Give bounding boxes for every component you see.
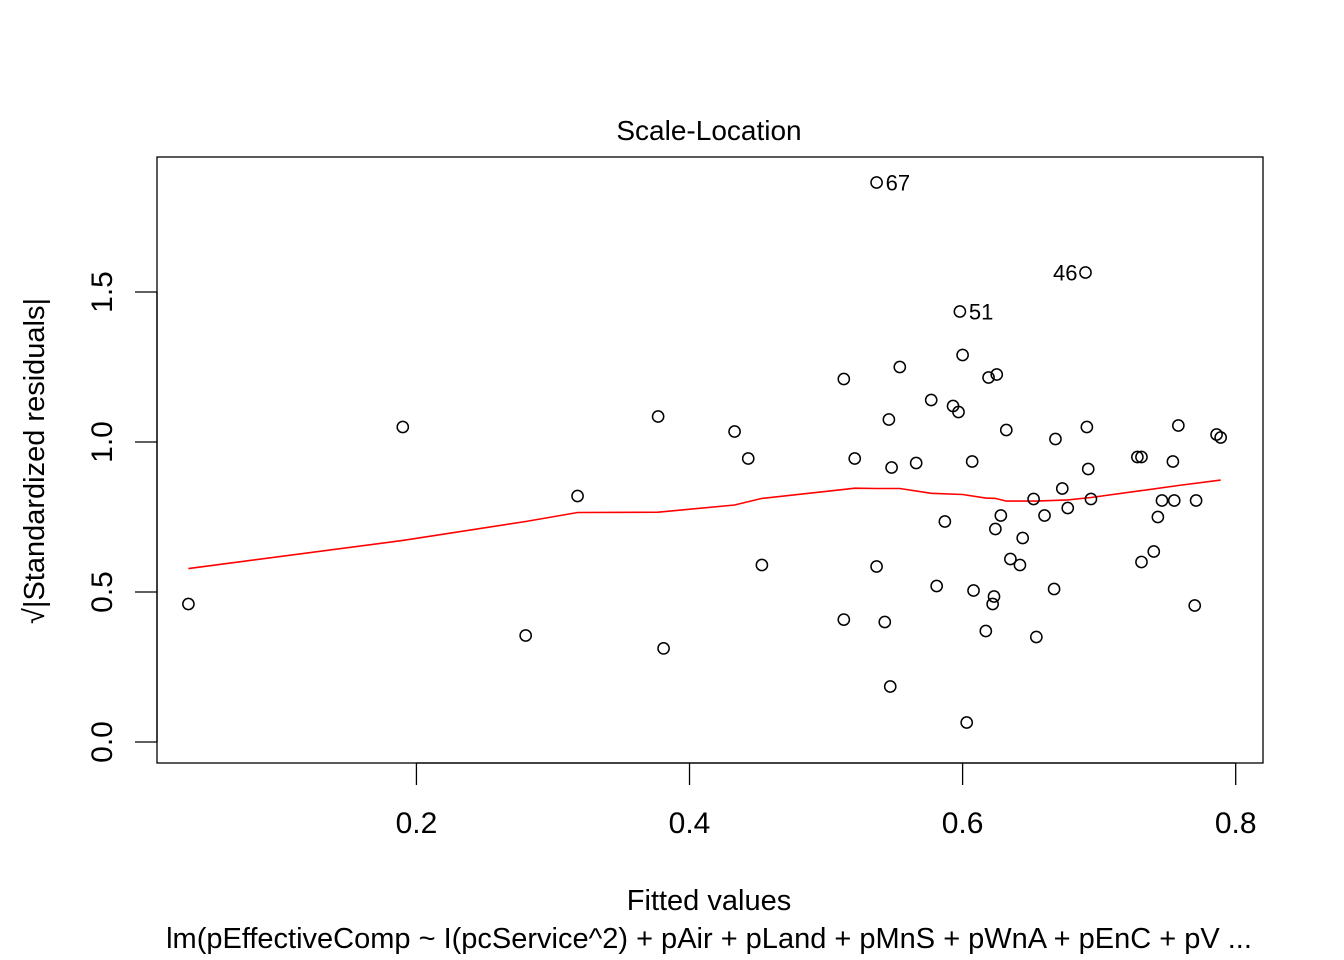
y-axis: 0.0 0.5 1.0 1.5 bbox=[86, 271, 158, 763]
data-point bbox=[989, 522, 1002, 536]
y-axis-title-text: Standardized residuals bbox=[19, 306, 51, 601]
point-label: 67 bbox=[886, 171, 910, 196]
data-point bbox=[994, 509, 1008, 522]
data-point bbox=[960, 716, 974, 729]
y-tick-label: 0.5 bbox=[86, 571, 119, 613]
data-point bbox=[909, 456, 923, 470]
data-point bbox=[883, 680, 897, 693]
x-axis-title: Fitted values bbox=[627, 885, 791, 917]
y-tick-label: 1.5 bbox=[86, 271, 119, 313]
data-point bbox=[990, 368, 1004, 381]
y-tick-label: 1.0 bbox=[86, 421, 119, 463]
smoother-line bbox=[188, 479, 1221, 570]
data-point bbox=[986, 597, 999, 611]
data-point bbox=[755, 558, 769, 572]
data-point bbox=[1080, 420, 1094, 434]
data-point bbox=[571, 489, 584, 503]
data-point bbox=[1147, 545, 1161, 558]
data-point bbox=[519, 629, 533, 642]
data-point bbox=[982, 371, 995, 384]
data-point bbox=[1210, 428, 1223, 441]
smoother-layer bbox=[188, 479, 1221, 570]
data-point bbox=[1084, 492, 1098, 506]
x-tick-label: 0.2 bbox=[396, 807, 438, 840]
y-axis-title-bar-right: | bbox=[19, 298, 51, 306]
data-point bbox=[965, 455, 979, 468]
data-point bbox=[1013, 558, 1027, 572]
y-axis-title: √|Standardized residuals| bbox=[19, 298, 51, 624]
model-formula: lm(pEffectiveComp ~ I(pcService^2) + pAi… bbox=[166, 923, 1252, 955]
point-label: 51 bbox=[969, 300, 993, 325]
data-point bbox=[1155, 494, 1169, 507]
plot-frame bbox=[156, 156, 1264, 764]
data-point bbox=[1079, 266, 1092, 279]
data-point bbox=[885, 461, 898, 474]
data-point bbox=[1188, 599, 1202, 612]
data-point bbox=[1055, 482, 1069, 495]
data-point bbox=[1016, 531, 1030, 545]
points-layer: 67 51 46 bbox=[182, 171, 1228, 729]
data-point bbox=[952, 405, 965, 419]
data-point bbox=[396, 420, 410, 434]
x-tick-label: 0.6 bbox=[942, 807, 984, 840]
data-point bbox=[870, 560, 883, 573]
chart-title: Scale-Location bbox=[616, 115, 801, 146]
data-point bbox=[938, 515, 952, 528]
data-point bbox=[728, 425, 741, 438]
data-point bbox=[930, 579, 944, 593]
data-point bbox=[1135, 450, 1148, 464]
data-point bbox=[1189, 494, 1203, 507]
y-axis-title-radical: √ bbox=[19, 608, 51, 624]
data-point bbox=[837, 613, 851, 626]
data-point bbox=[1047, 582, 1061, 596]
data-point bbox=[741, 452, 755, 465]
data-point bbox=[1135, 555, 1148, 569]
data-point bbox=[987, 590, 1001, 603]
data-point bbox=[1214, 431, 1228, 444]
data-point bbox=[878, 615, 892, 629]
y-axis-title-bar-left: | bbox=[19, 601, 51, 609]
x-tick-label: 0.4 bbox=[669, 807, 711, 840]
data-point bbox=[1061, 501, 1075, 515]
data-point bbox=[953, 305, 967, 318]
data-point bbox=[1131, 450, 1144, 464]
data-point bbox=[893, 360, 907, 374]
data-point bbox=[837, 372, 851, 386]
data-point bbox=[1004, 552, 1017, 566]
data-point bbox=[1038, 509, 1051, 522]
data-point bbox=[999, 423, 1013, 437]
data-point bbox=[924, 393, 938, 407]
data-point bbox=[967, 584, 980, 597]
data-point bbox=[182, 597, 195, 611]
x-tick-label: 0.8 bbox=[1215, 807, 1257, 840]
data-point bbox=[979, 624, 993, 638]
data-point bbox=[1167, 494, 1181, 507]
data-point bbox=[1049, 432, 1062, 446]
data-point bbox=[882, 413, 896, 426]
data-point bbox=[1171, 419, 1185, 432]
data-point bbox=[657, 642, 670, 655]
data-point bbox=[1027, 492, 1040, 506]
y-tick-label: 0.0 bbox=[86, 721, 119, 763]
data-point bbox=[1029, 630, 1043, 644]
data-point bbox=[651, 410, 665, 423]
data-point bbox=[1166, 455, 1180, 468]
data-point bbox=[848, 452, 862, 465]
point-label: 46 bbox=[1053, 261, 1077, 286]
data-point bbox=[870, 176, 883, 189]
data-point bbox=[1081, 462, 1095, 476]
data-point bbox=[956, 348, 969, 362]
data-point bbox=[1151, 510, 1165, 524]
x-axis: 0.2 0.4 0.6 0.8 bbox=[396, 762, 1257, 840]
